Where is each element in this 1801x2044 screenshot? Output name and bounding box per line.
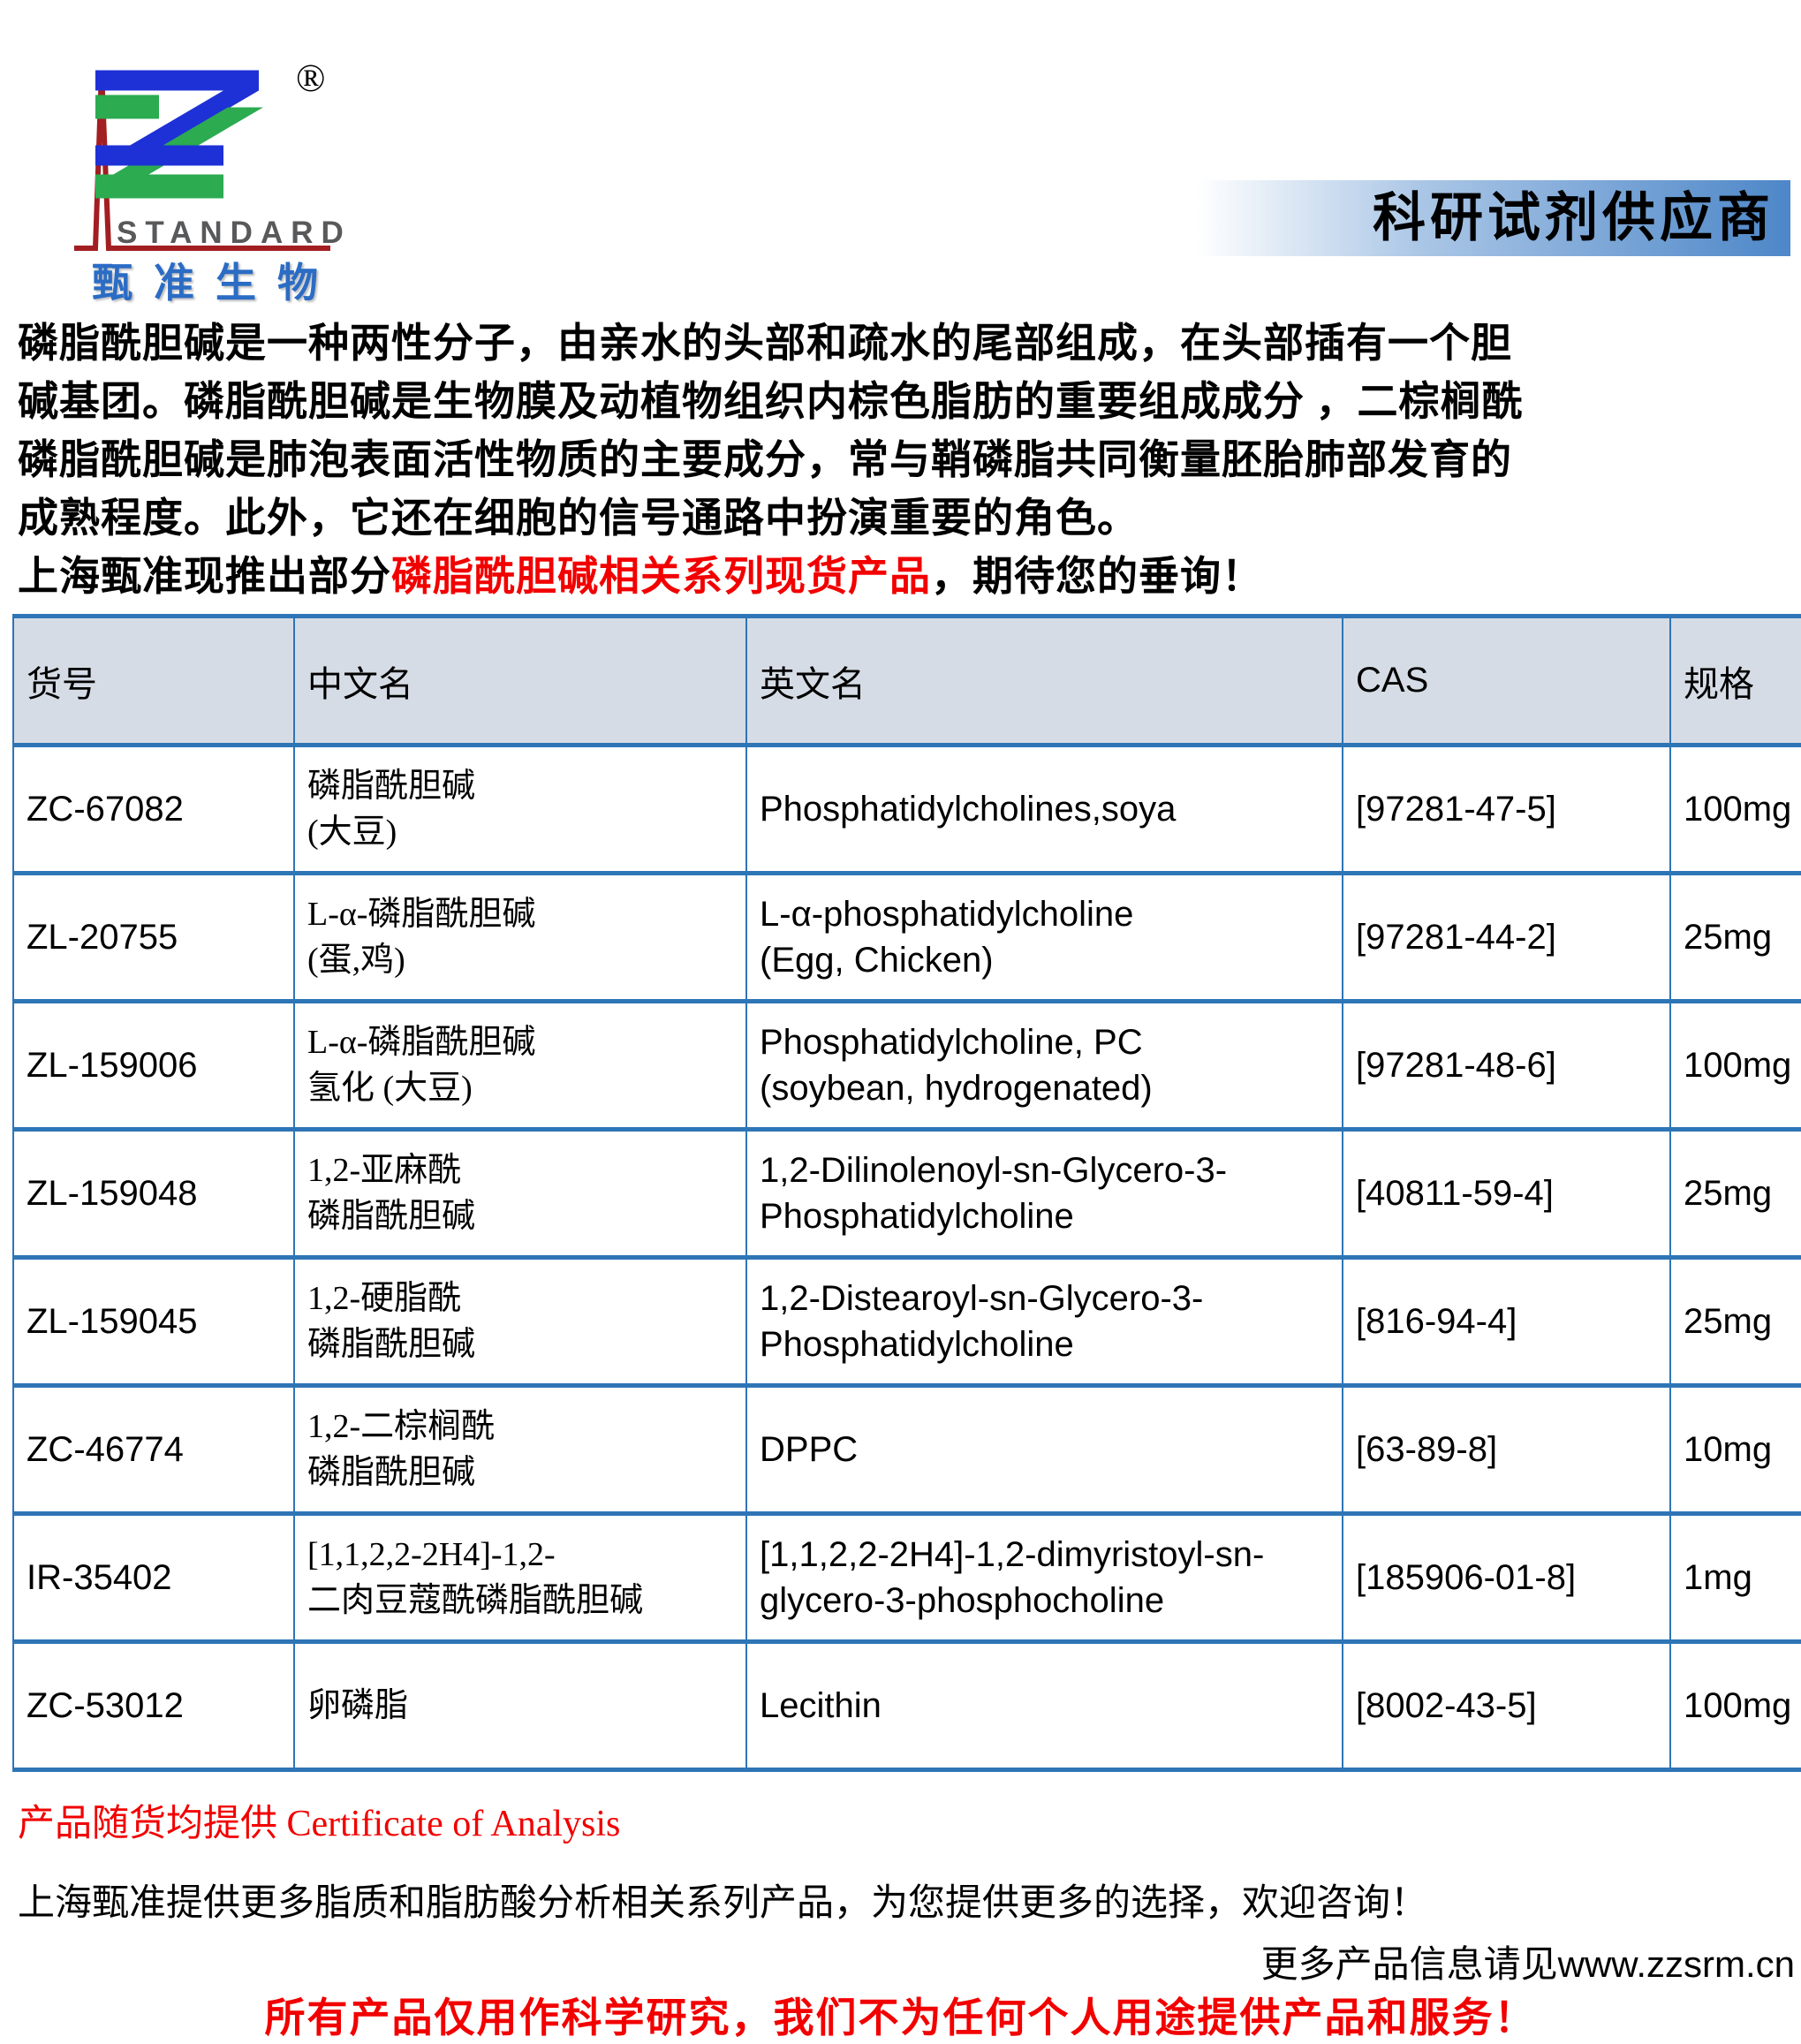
cell-chinese-name: L-α-磷脂酰胆碱 (蛋,鸡) bbox=[293, 871, 747, 1003]
table-header-row: 货号 中文名 英文名 CAS 规格 bbox=[12, 614, 1801, 747]
table-row: IR-35402 [1,1,2,2-2H4]-1,2- 二肉豆蔻酰磷脂酰胆碱 [1… bbox=[12, 1511, 1801, 1644]
more-products-note: 上海甄准提供更多脂质和脂肪酸分析相关系列产品，为您提供更多的选择，欢迎咨询！ bbox=[18, 1883, 1428, 1924]
cell-english-name: Phosphatidylcholine, PC (soybean, hydroge… bbox=[745, 999, 1343, 1132]
cell-spec: 25mg bbox=[1669, 871, 1801, 1003]
cell-spec: 1mg bbox=[1669, 1511, 1801, 1644]
intro-line: 成熟程度。此外，它还在细胞的信号通路中扮演重要的角色。 bbox=[18, 496, 1139, 541]
cell-catalog-number: IR-35402 bbox=[12, 1511, 295, 1644]
promo-line: 上海甄准现推出部分磷脂酰胆碱相关系列现货产品，期待您的垂询！ bbox=[18, 554, 1263, 599]
intro-line: 磷脂酰胆碱是一种两性分子，由亲水的头部和疏水的尾部组成，在头部插有一个胆 bbox=[18, 321, 1512, 366]
cell-english-name: DPPC bbox=[745, 1383, 1343, 1516]
disclaimer: 所有产品仅用作科学研究，我们不为任何个人用途提供产品和服务！ bbox=[264, 1995, 1537, 2040]
cell-catalog-number: ZL-159048 bbox=[12, 1127, 295, 1260]
promo-highlight: 磷脂酰胆碱相关系列现货产品 bbox=[391, 554, 931, 599]
table-row: ZC-67082 磷脂酰胆碱 (大豆) Phosphatidylcholines,… bbox=[12, 743, 1801, 875]
cell-cas: [816-94-4] bbox=[1342, 1255, 1671, 1388]
cell-chinese-name: 1,2-硬脂酰 磷脂酰胆碱 bbox=[293, 1255, 747, 1388]
products-table: 货号 中文名 英文名 CAS 规格 ZC-67082 磷脂酰胆碱 (大豆) Pho… bbox=[12, 614, 1801, 1772]
coa-note: 产品随货均提供 Certificate of Analysis bbox=[18, 1804, 621, 1844]
cell-spec: 100mg bbox=[1669, 743, 1801, 875]
cell-spec: 100mg bbox=[1669, 999, 1801, 1132]
intro-line: 碱基团。磷脂酰胆碱是生物膜及动植物组织内棕色脂肪的重要组成成分 ，二棕榈酰 bbox=[18, 379, 1524, 424]
header-spec: 规格 bbox=[1669, 614, 1801, 747]
cell-catalog-number: ZL-159006 bbox=[12, 999, 295, 1132]
header-cas: CAS bbox=[1342, 614, 1671, 747]
cell-cas: [97281-48-6] bbox=[1342, 999, 1671, 1132]
cell-spec: 25mg bbox=[1669, 1255, 1801, 1388]
cell-cas: [63-89-8] bbox=[1342, 1383, 1671, 1516]
cell-chinese-name: 1,2-二棕榈酰 磷脂酰胆碱 bbox=[293, 1383, 747, 1516]
supplier-banner: 科研试剂供应商 bbox=[1197, 180, 1790, 256]
header-catalog: 货号 bbox=[12, 614, 295, 747]
cell-english-name: [1,1,2,2-2H4]-1,2-dimyristoyl-sn-glycero… bbox=[745, 1511, 1343, 1644]
cell-chinese-name: 磷脂酰胆碱 (大豆) bbox=[293, 743, 747, 875]
cell-english-name: Phosphatidylcholines,soya bbox=[745, 743, 1343, 875]
cell-spec: 25mg bbox=[1669, 1127, 1801, 1260]
header-chinese-name: 中文名 bbox=[293, 614, 747, 747]
website-url: www.zzsrm.cn bbox=[1557, 1943, 1795, 1985]
website-note: 更多产品信息请见www.zzsrm.cn bbox=[1260, 1943, 1795, 1986]
cell-english-name: L-α-phosphatidylcholine (Egg, Chicken) bbox=[745, 871, 1343, 1003]
cell-catalog-number: ZL-20755 bbox=[12, 871, 295, 1003]
table-row: ZC-46774 1,2-二棕榈酰 磷脂酰胆碱 DPPC [63-89-8] 10… bbox=[12, 1383, 1801, 1516]
cell-cas: [97281-44-2] bbox=[1342, 871, 1671, 1003]
cell-spec: 100mg bbox=[1669, 1639, 1801, 1772]
table-row: ZC-53012 卵磷脂 Lecithin [8002-43-5] 100mg bbox=[12, 1639, 1801, 1772]
zz-logo-icon bbox=[95, 70, 263, 199]
registered-trademark-icon: ® bbox=[296, 57, 326, 100]
cell-chinese-name: [1,1,2,2-2H4]-1,2- 二肉豆蔻酰磷脂酰胆碱 bbox=[293, 1511, 747, 1644]
cell-cas: [8002-43-5] bbox=[1342, 1639, 1671, 1772]
cell-english-name: Lecithin bbox=[745, 1639, 1343, 1772]
intro-paragraph: 磷脂酰胆碱是一种两性分子，由亲水的头部和疏水的尾部组成，在头部插有一个胆 碱基团… bbox=[18, 314, 1784, 606]
intro-line: 磷脂酰胆碱是肺泡表面活性物质的主要成分，常与鞘磷脂共同衡量胚胎肺部发育的 bbox=[18, 437, 1512, 482]
cell-catalog-number: ZC-53012 bbox=[12, 1639, 295, 1772]
cell-cas: [40811-59-4] bbox=[1342, 1127, 1671, 1260]
cell-chinese-name: L-α-磷脂酰胆碱 氢化 (大豆) bbox=[293, 999, 747, 1132]
header-english-name: 英文名 bbox=[745, 614, 1343, 747]
cell-chinese-name: 1,2-亚麻酰 磷脂酰胆碱 bbox=[293, 1127, 747, 1260]
table-row: ZL-159048 1,2-亚麻酰 磷脂酰胆碱 1,2-Dilinolenoyl-… bbox=[12, 1127, 1801, 1260]
table-row: ZL-159006 L-α-磷脂酰胆碱 氢化 (大豆) Phosphatidylc… bbox=[12, 999, 1801, 1132]
cell-chinese-name: 卵磷脂 bbox=[293, 1639, 747, 1772]
cell-catalog-number: ZL-159045 bbox=[12, 1255, 295, 1388]
cell-cas: [185906-01-8] bbox=[1342, 1511, 1671, 1644]
company-logo: ® STANDARD 甄准生物 bbox=[35, 16, 344, 306]
cell-catalog-number: ZC-67082 bbox=[12, 743, 295, 875]
cell-catalog-number: ZC-46774 bbox=[12, 1383, 295, 1516]
cell-spec: 10mg bbox=[1669, 1383, 1801, 1516]
cell-cas: [97281-47-5] bbox=[1342, 743, 1671, 875]
cell-english-name: 1,2-Dilinolenoyl-sn-Glycero-3- Phosphatid… bbox=[745, 1127, 1343, 1260]
cell-english-name: 1,2-Distearoyl-sn-Glycero-3- Phosphatidyl… bbox=[745, 1255, 1343, 1388]
table-row: ZL-20755 L-α-磷脂酰胆碱 (蛋,鸡) L-α-phosphatidy… bbox=[12, 871, 1801, 1003]
supplier-banner-text: 科研试剂供应商 bbox=[1373, 189, 1775, 247]
brand-standard-label: STANDARD bbox=[117, 216, 352, 250]
brand-chinese-label: 甄准生物 bbox=[92, 261, 339, 306]
table-row: ZL-159045 1,2-硬脂酰 磷脂酰胆碱 1,2-Distearoyl-sn… bbox=[12, 1255, 1801, 1388]
